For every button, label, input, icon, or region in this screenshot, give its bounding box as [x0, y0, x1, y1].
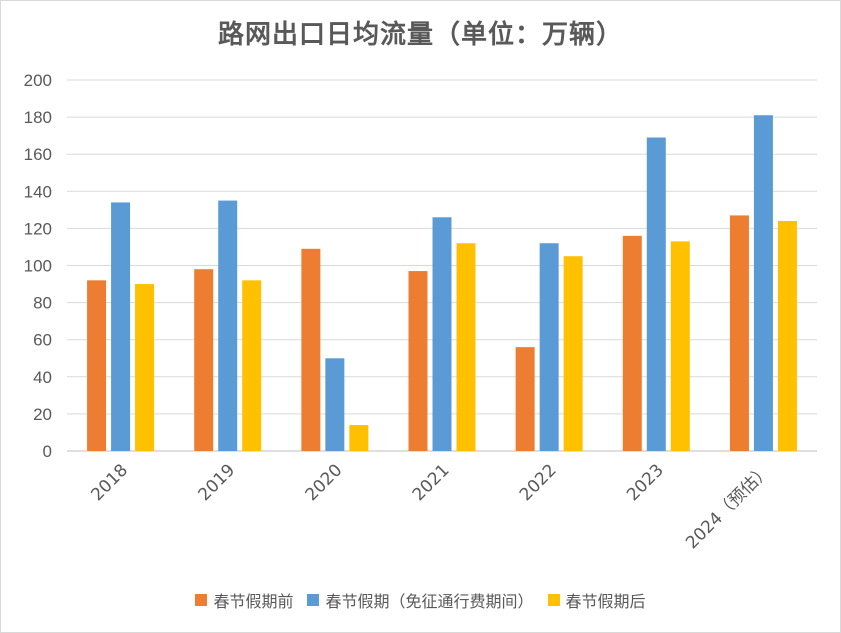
bar-before-1 — [194, 269, 214, 451]
bar-during-1 — [218, 200, 238, 451]
bar-during-5 — [646, 137, 666, 451]
y-tick-labels: 0 20 40 60 80 100 120 140 160 180 200 — [24, 71, 52, 461]
bar-during-3 — [432, 217, 452, 451]
legend-label-during: 春节假期（免征通行费期间） — [325, 592, 534, 611]
bar-before-6 — [729, 215, 749, 451]
x-tick-label: 2023 — [623, 460, 668, 505]
y-tick-label: 20 — [33, 405, 52, 424]
y-tick-label: 160 — [24, 145, 52, 164]
legend-label-before: 春节假期前 — [213, 592, 294, 611]
y-tick-label: 80 — [33, 294, 52, 313]
y-tick-label: 40 — [33, 368, 52, 387]
chart-title: 路网出口日均流量（单位：万辆） — [217, 20, 623, 50]
legend-item-before: 春节假期前 — [195, 588, 293, 612]
y-tick-label: 180 — [24, 108, 52, 127]
bar-before-0 — [87, 280, 107, 451]
bar-after-5 — [670, 241, 690, 451]
legend-swatch-before — [195, 594, 208, 606]
x-tick-label: 2021 — [409, 460, 454, 505]
x-tick-label: 2024（预估） — [682, 460, 775, 553]
y-tick-label: 200 — [24, 71, 52, 90]
bars — [87, 115, 797, 452]
y-tick-label: 100 — [24, 257, 52, 276]
bar-during-4 — [539, 243, 559, 451]
x-tick-label: 2019 — [195, 460, 240, 505]
bar-during-2 — [325, 358, 345, 451]
bar-chart: 0 20 40 60 80 100 120 140 160 180 200 2018 2019 2020… — [24, 71, 817, 553]
x-tick-labels: 2018 2019 2020 2021 2022 2023 2024（预估） — [87, 460, 775, 553]
bar-during-6 — [753, 115, 773, 452]
legend-swatch-after — [547, 594, 560, 606]
bar-after-1 — [242, 280, 262, 451]
y-tick-label: 140 — [24, 182, 52, 201]
bar-after-2 — [349, 425, 369, 451]
bar-before-4 — [515, 347, 535, 451]
x-tick-label: 2018 — [87, 460, 132, 505]
legend-label-after: 春节假期后 — [565, 592, 646, 611]
bar-before-5 — [622, 235, 642, 451]
legend: 春节假期前 春节假期（免征通行费期间） 春节假期后 — [0, 588, 841, 612]
legend-item-after: 春节假期后 — [547, 588, 646, 612]
legend-item-during: 春节假期（免征通行费期间） — [307, 588, 534, 612]
bar-before-3 — [408, 271, 428, 451]
x-tick-label: 2022 — [516, 460, 561, 505]
legend-swatch-during — [307, 594, 320, 606]
x-tick-label: 2020 — [302, 460, 347, 505]
y-tick-label: 60 — [33, 331, 52, 350]
bar-after-4 — [563, 256, 583, 451]
bar-after-6 — [777, 220, 797, 451]
bar-during-0 — [111, 202, 131, 451]
y-tick-label: 0 — [43, 442, 52, 461]
y-tick-label: 120 — [24, 219, 52, 238]
bar-after-0 — [135, 284, 155, 451]
bar-after-3 — [456, 243, 476, 451]
bar-before-2 — [301, 248, 321, 451]
